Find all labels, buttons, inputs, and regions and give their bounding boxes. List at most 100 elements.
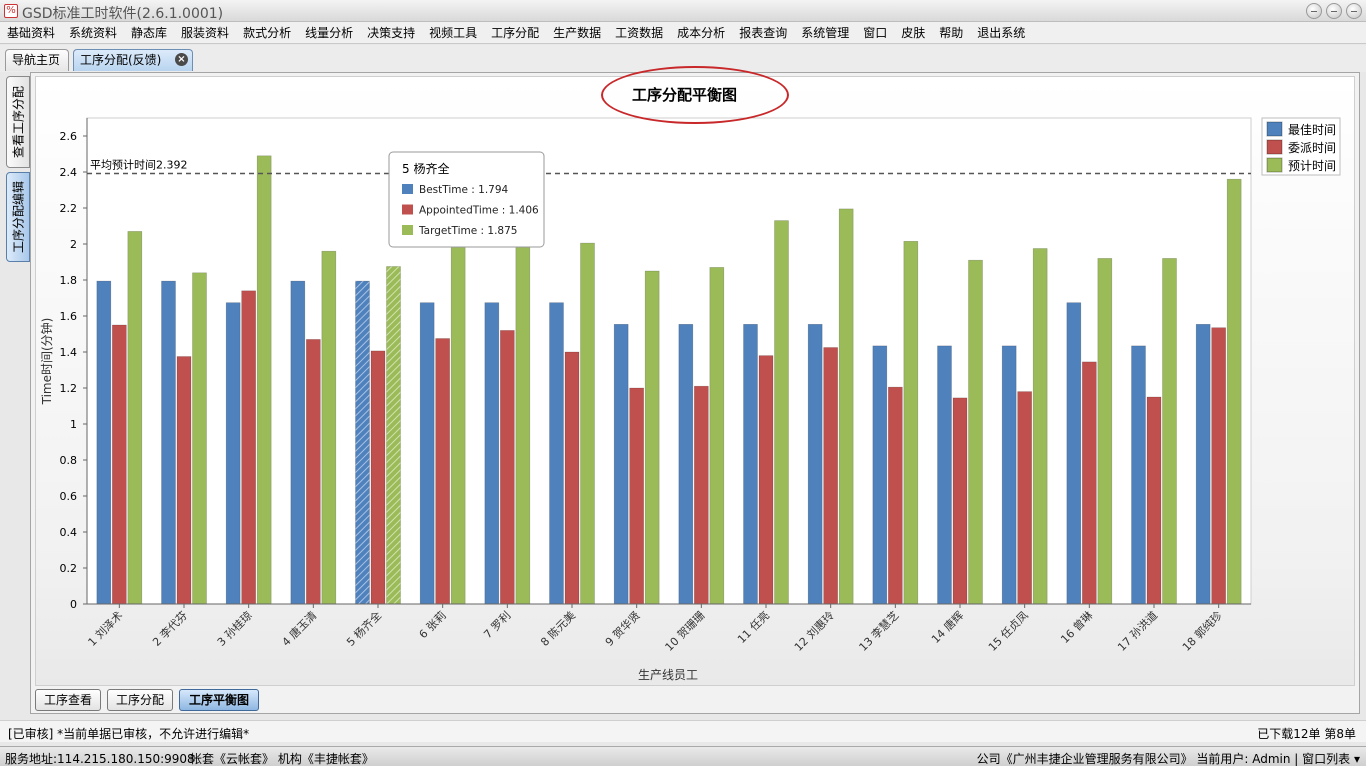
title-bar: % GSD标准工时软件(2.6.1.0001)	[0, 0, 1366, 22]
bar-appointed-13[interactable]	[888, 386, 903, 605]
bar-target-9[interactable]	[644, 270, 660, 605]
menu-item-14[interactable]: 窗口	[863, 26, 888, 40]
menu-item-2[interactable]: 静态库	[131, 26, 168, 40]
bar-target-12[interactable]	[838, 208, 854, 605]
y-tick-label: 1.8	[60, 274, 78, 287]
bar-appointed-6[interactable]	[435, 338, 450, 605]
menu-item-4[interactable]: 款式分析	[243, 26, 292, 40]
bar-appointed-16[interactable]	[1082, 361, 1097, 605]
bar-appointed-8[interactable]	[564, 351, 580, 605]
tab-process-allocation-label: 工序分配(反馈)	[80, 53, 162, 67]
bar-target-14[interactable]	[968, 259, 983, 605]
bar-best-3[interactable]	[225, 302, 241, 605]
menu-item-3[interactable]: 服装资料	[181, 26, 230, 40]
bar-best-13[interactable]	[872, 345, 888, 605]
bar-appointed-1[interactable]	[112, 324, 127, 605]
tab-process-allocate[interactable]: 工序分配	[107, 689, 173, 711]
x-tick-label: 2 李代芬	[149, 608, 190, 649]
menu-item-11[interactable]: 成本分析	[677, 26, 726, 40]
bar-target-2[interactable]	[192, 272, 207, 605]
close-tab-icon[interactable]: ×	[175, 53, 188, 66]
bar-appointed-2[interactable]	[176, 356, 192, 605]
bar-best-5[interactable]	[355, 280, 370, 605]
legend-label: 委派时间	[1288, 141, 1336, 155]
bar-best-7[interactable]	[484, 302, 500, 605]
bar-target-17[interactable]	[1162, 258, 1177, 605]
bar-best-10[interactable]	[678, 323, 694, 605]
bar-best-11[interactable]	[743, 323, 758, 605]
bar-target-5[interactable]	[386, 266, 401, 605]
bar-target-10[interactable]	[709, 267, 725, 605]
bar-best-6[interactable]	[419, 302, 435, 605]
bar-target-18[interactable]	[1226, 178, 1242, 605]
footer-bar: 服务地址:114.215.180.150:9908 帐套《云帐套》 机构《丰捷帐…	[0, 746, 1366, 766]
tooltip-swatch	[402, 204, 413, 215]
bar-target-4[interactable]	[321, 250, 337, 605]
menu-item-0[interactable]: 基础资料	[7, 26, 56, 40]
bar-appointed-4[interactable]	[306, 339, 321, 605]
y-tick-label: 0.4	[60, 526, 78, 539]
bar-appointed-17[interactable]	[1146, 396, 1162, 605]
maximize-button[interactable]	[1326, 3, 1342, 19]
menu-item-15[interactable]: 皮肤	[901, 26, 926, 40]
server-address: 服务地址:114.215.180.150:9908	[5, 752, 195, 766]
bar-appointed-14[interactable]	[952, 397, 968, 605]
side-tab-edit-allocation[interactable]: 工序分配编辑	[6, 172, 30, 262]
bar-appointed-10[interactable]	[694, 385, 709, 605]
x-tick-label: 17 孙洪道	[1115, 608, 1161, 654]
window-title: GSD标准工时软件(2.6.1.0001)	[22, 6, 224, 22]
menu-item-6[interactable]: 决策支持	[367, 26, 416, 40]
bar-best-8[interactable]	[549, 302, 564, 605]
bar-appointed-11[interactable]	[758, 355, 774, 605]
minimize-button[interactable]	[1306, 3, 1322, 19]
menu-item-10[interactable]: 工资数据	[615, 26, 664, 40]
side-tab-view-allocation[interactable]: 查看工序分配	[6, 76, 30, 168]
bar-appointed-18[interactable]	[1211, 327, 1226, 605]
y-tick-label: 2.6	[60, 130, 78, 143]
bar-best-2[interactable]	[161, 280, 176, 605]
download-status-text: 已下载12单 第8单	[1257, 727, 1356, 741]
menu-item-12[interactable]: 报表查询	[739, 26, 788, 40]
menu-item-8[interactable]: 工序分配	[491, 26, 540, 40]
bar-best-18[interactable]	[1195, 323, 1211, 605]
bar-target-16[interactable]	[1097, 258, 1113, 605]
bar-best-15[interactable]	[1001, 345, 1017, 605]
bar-target-13[interactable]	[903, 241, 919, 605]
bar-best-12[interactable]	[807, 323, 823, 605]
bar-best-9[interactable]	[613, 323, 629, 605]
bar-target-15[interactable]	[1032, 248, 1048, 605]
tooltip-box	[388, 151, 545, 248]
tab-process-view[interactable]: 工序查看	[35, 689, 101, 711]
tab-process-allocation[interactable]: 工序分配(反馈) ×	[73, 49, 193, 71]
menu-item-5[interactable]: 线量分析	[305, 26, 354, 40]
menu-item-9[interactable]: 生产数据	[553, 26, 602, 40]
bar-target-11[interactable]	[774, 220, 789, 605]
bar-appointed-3[interactable]	[241, 290, 256, 605]
bar-target-7[interactable]	[515, 231, 531, 605]
bar-best-16[interactable]	[1066, 302, 1082, 605]
close-button[interactable]	[1346, 3, 1362, 19]
menu-item-7[interactable]: 视频工具	[429, 26, 478, 40]
bar-best-1[interactable]	[96, 280, 112, 605]
status-line: [已审核] *当前单据已审核，不允许进行编辑* 已下载12单 第8单	[0, 720, 1366, 742]
bar-best-4[interactable]	[290, 280, 306, 605]
bar-target-8[interactable]	[580, 242, 595, 605]
bar-appointed-15[interactable]	[1017, 391, 1032, 605]
tab-home[interactable]: 导航主页	[5, 49, 69, 71]
company-user-info[interactable]: 公司《广州丰捷企业管理服务有限公司》 当前用户: Admin | 窗口列表 ▾	[976, 752, 1360, 766]
menu-item-13[interactable]: 系统管理	[801, 26, 850, 40]
tooltip-title: 5 杨齐全	[402, 161, 449, 176]
menu-item-16[interactable]: 帮助	[939, 26, 964, 40]
tab-balance-chart[interactable]: 工序平衡图	[179, 689, 259, 711]
bar-target-3[interactable]	[256, 155, 272, 605]
bar-appointed-12[interactable]	[823, 347, 838, 605]
bar-appointed-7[interactable]	[500, 330, 515, 605]
bar-best-17[interactable]	[1131, 345, 1146, 605]
bar-appointed-5[interactable]	[370, 350, 386, 605]
bar-target-6[interactable]	[450, 240, 466, 605]
bar-best-14[interactable]	[937, 345, 952, 605]
menu-item-17[interactable]: 退出系统	[977, 26, 1026, 40]
menu-item-1[interactable]: 系统资料	[69, 26, 118, 40]
bar-appointed-9[interactable]	[629, 387, 644, 605]
bar-target-1[interactable]	[127, 231, 143, 605]
